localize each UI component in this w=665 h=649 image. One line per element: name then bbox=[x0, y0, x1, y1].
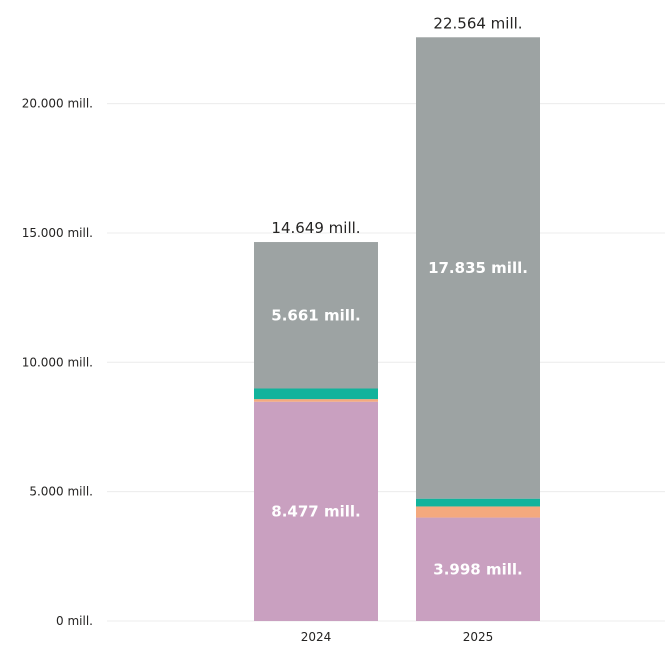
x-axis-ticks: 2024 2025 bbox=[301, 630, 494, 644]
bar-segment[interactable] bbox=[416, 506, 540, 518]
bar-segment[interactable] bbox=[254, 242, 378, 389]
segment-value-label: 5.661 mill. bbox=[271, 306, 360, 324]
gridlines bbox=[107, 103, 665, 622]
bar-segment[interactable] bbox=[254, 388, 378, 400]
total-value-label: 14.649 mill. bbox=[271, 219, 360, 237]
bar-segment[interactable] bbox=[254, 401, 378, 621]
segment-value-label: 8.477 mill. bbox=[271, 502, 360, 520]
y-tick-label: 10.000 mill. bbox=[22, 355, 93, 369]
segment-value-label: 3.998 mill. bbox=[433, 560, 522, 578]
y-tick-label: 15.000 mill. bbox=[22, 226, 93, 240]
x-tick-label: 2025 bbox=[463, 630, 494, 644]
bar-segment[interactable] bbox=[416, 37, 540, 499]
y-tick-label: 0 mill. bbox=[56, 614, 93, 628]
y-tick-label: 20.000 mill. bbox=[22, 97, 93, 111]
total-value-label: 22.564 mill. bbox=[433, 14, 522, 32]
segment-value-label: 17.835 mill. bbox=[428, 259, 528, 277]
bars bbox=[254, 37, 540, 621]
y-axis-ticks: 0 mill. 5.000 mill. 10.000 mill. 15.000 mil… bbox=[22, 97, 93, 628]
bar-segment[interactable] bbox=[254, 399, 378, 402]
bar-segment[interactable] bbox=[416, 498, 540, 507]
data-labels: 8.477 mill. 5.661 mill. 14.649 mill. 3.998 … bbox=[271, 14, 528, 578]
bar-segment[interactable] bbox=[416, 517, 540, 621]
y-tick-label: 5.000 mill. bbox=[29, 485, 93, 499]
x-tick-label: 2024 bbox=[301, 630, 332, 644]
